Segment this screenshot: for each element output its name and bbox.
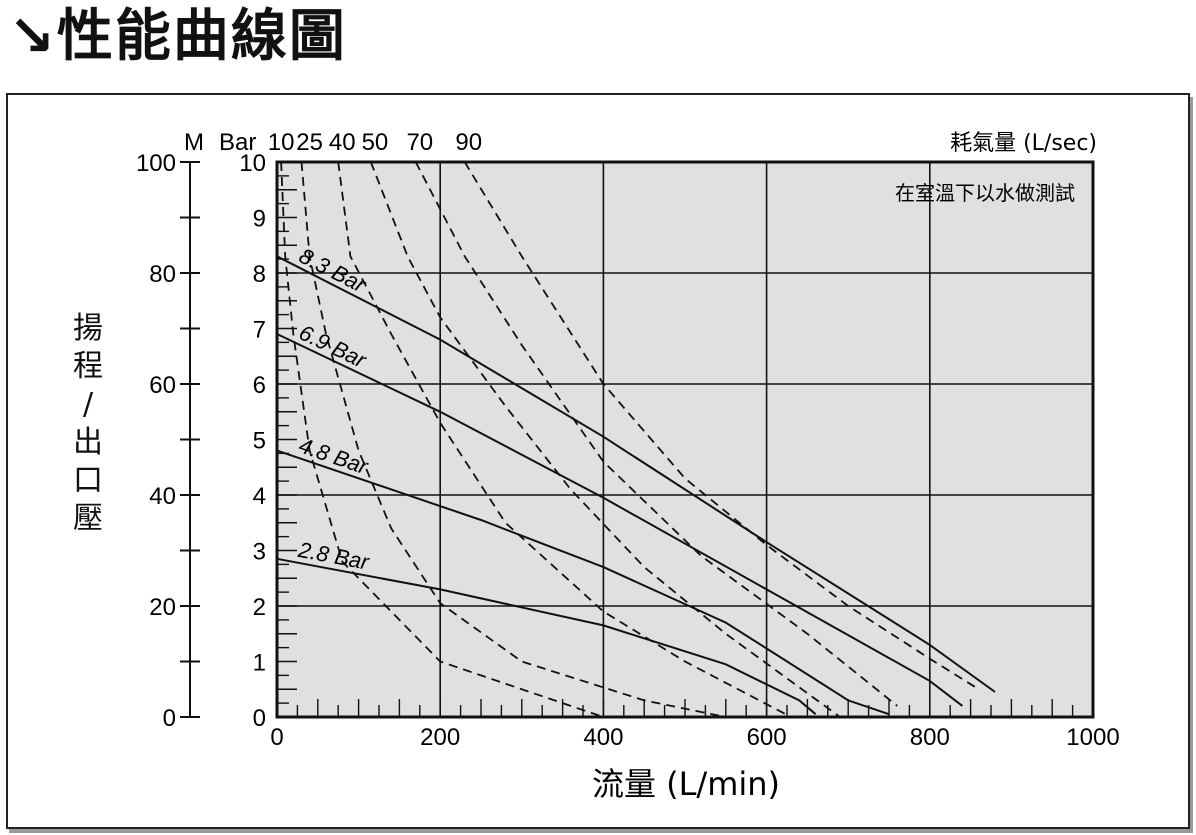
air-curve-90 [463,161,980,691]
air-top-label: 25 [296,129,323,156]
y-axis-label: 揚 程 / 出 口 壓 [62,310,114,538]
y-axis-label-char-6: 壓 [73,501,103,536]
x-tick-label: 800 [910,724,950,751]
bar-tick-label: 10 [239,150,266,177]
bar-axis-unit: Bar [219,129,256,156]
meter-axis-unit: M [184,129,204,156]
meter-tick-label: 60 [149,372,176,399]
bar-tick-label: 2 [253,594,266,621]
air-curve-70 [414,161,898,707]
page-title: ↘性能曲線圖 [8,4,347,69]
plot-area [277,162,1093,717]
bar-tick-label: 3 [253,539,266,566]
y-axis-label-char-3: / [82,387,94,422]
air-top-label: 90 [455,129,482,156]
y-axis-label-char-5: 口 [73,463,103,498]
bar-tick-label: 8 [253,261,266,288]
bar-tick-label: 6 [253,372,266,399]
bar-tick-label: 9 [253,206,266,233]
bar-tick-label: 5 [253,428,266,455]
air-top-label: 10 [268,129,295,156]
x-tick-label: 400 [583,724,623,751]
air-axis-label: 耗氣量 (L/sec) [950,131,1097,156]
y-axis-label-char-2: 程 [73,349,103,384]
bar-tick-label: 4 [253,483,266,510]
meter-tick-label: 40 [149,483,176,510]
air-curve-10 [280,161,604,718]
x-tick-label: 200 [420,724,460,751]
test-note: 在室溫下以水做測試 [895,181,1075,205]
y-axis-label-char-1: 揚 [73,311,103,346]
y-axis-label-char-4: 出 [73,425,103,460]
air-curve-40 [337,161,792,718]
meter-tick-label: 0 [163,705,176,732]
air-curve-25 [300,161,726,718]
bar-tick-label: 7 [253,317,266,344]
x-axis-label: 流量 (L/min) [592,765,780,803]
meter-axis [180,161,200,718]
air-consumption-curves [280,161,980,718]
bar-tick-label: 0 [253,705,266,732]
meter-tick-label: 100 [136,150,176,177]
pressure-curve-6.9-Bar [276,333,964,707]
pressure-curve-4.8-Bar [276,449,890,716]
air-top-label: 50 [362,129,389,156]
x-tick-label: 0 [270,724,283,751]
air-top-label: 40 [329,129,356,156]
plot-border [275,160,1095,719]
meter-tick-label: 20 [149,594,176,621]
bar-tick-label: 1 [253,650,266,677]
air-top-label: 70 [406,129,433,156]
meter-tick-label: 80 [149,261,176,288]
minor-ticks [277,175,1074,717]
pressure-curve-8.3-Bar [276,255,996,693]
air-curve-50 [369,161,841,718]
x-tick-label: 1000 [1066,724,1119,751]
x-tick-label: 600 [747,724,787,751]
pressure-curve-2.8-Bar [276,557,817,715]
